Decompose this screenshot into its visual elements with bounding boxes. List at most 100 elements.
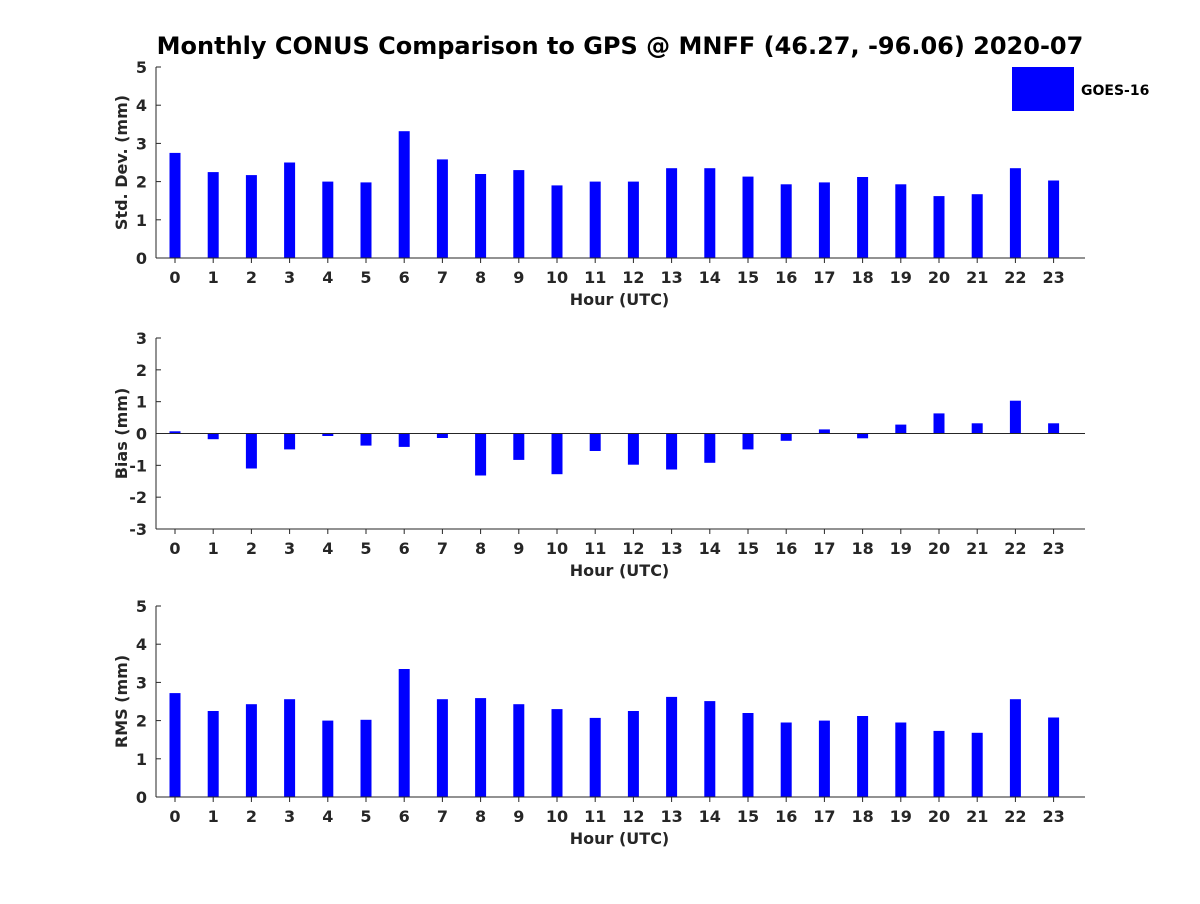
- bar-hour-11: [589, 181, 601, 258]
- y-tick-label: 3: [136, 673, 147, 692]
- bar-hour-17: [818, 720, 830, 797]
- x-tick-label: 4: [322, 539, 333, 558]
- x-tick-label: 14: [699, 539, 721, 558]
- bar-hour-23: [1048, 180, 1060, 258]
- bar-hour-21: [971, 423, 983, 434]
- bar-hour-8: [475, 174, 487, 258]
- x-tick-label: 13: [660, 268, 682, 287]
- bar-hour-5: [360, 182, 372, 258]
- y-tick-label: 4: [136, 96, 147, 115]
- x-tick-label: 4: [322, 268, 333, 287]
- bar-hour-6: [398, 433, 410, 447]
- bar-hour-13: [666, 433, 678, 470]
- legend-label: GOES-16: [1081, 83, 1149, 99]
- y-tick-label: 2: [136, 361, 147, 380]
- x-tick-label: 7: [437, 539, 448, 558]
- bar-hour-1: [207, 172, 219, 258]
- bar-hour-0: [169, 431, 181, 434]
- x-tick-label: 16: [775, 539, 797, 558]
- bar-hour-7: [436, 433, 448, 438]
- bar-hour-3: [284, 699, 296, 797]
- x-tick-label: 12: [622, 539, 644, 558]
- legend-swatch: [1012, 67, 1074, 111]
- y-axis-label: Std. Dev. (mm): [112, 95, 131, 230]
- x-tick-label: 4: [322, 807, 333, 826]
- x-tick-label: 14: [699, 268, 721, 287]
- bar-hour-19: [895, 184, 907, 258]
- y-tick-label: 0: [136, 788, 147, 807]
- x-tick-label: 1: [208, 268, 219, 287]
- bar-hour-13: [666, 168, 678, 258]
- x-axis-label: Hour (UTC): [570, 561, 670, 580]
- y-tick-label: 5: [136, 597, 147, 616]
- bar-hour-9: [513, 433, 525, 460]
- bar-hour-17: [818, 182, 830, 258]
- x-tick-label: 11: [584, 268, 606, 287]
- x-tick-label: 17: [813, 807, 835, 826]
- bar-hour-3: [284, 433, 296, 450]
- x-tick-label: 7: [437, 807, 448, 826]
- x-tick-label: 20: [928, 807, 950, 826]
- x-tick-label: 15: [737, 268, 759, 287]
- bar-hour-1: [207, 433, 219, 440]
- bar-hour-0: [169, 152, 181, 258]
- legend: GOES-16: [1012, 67, 1149, 111]
- x-tick-label: 18: [851, 539, 873, 558]
- bar-hour-13: [666, 696, 678, 797]
- x-tick-label: 0: [169, 807, 180, 826]
- y-tick-label: 3: [136, 134, 147, 153]
- bar-hour-6: [398, 131, 410, 258]
- y-tick-label: 1: [136, 211, 147, 230]
- bar-hour-22: [1009, 168, 1021, 258]
- x-tick-label: 8: [475, 539, 486, 558]
- x-tick-label: 5: [360, 268, 371, 287]
- bar-hour-17: [818, 429, 830, 434]
- x-tick-label: 11: [584, 539, 606, 558]
- x-tick-label: 6: [399, 268, 410, 287]
- bar-hour-10: [551, 709, 563, 797]
- x-tick-label: 3: [284, 539, 295, 558]
- bar-hour-15: [742, 713, 754, 797]
- x-tick-label: 23: [1042, 268, 1064, 287]
- bar-hour-5: [360, 719, 372, 797]
- x-tick-label: 2: [246, 268, 257, 287]
- x-tick-label: 23: [1042, 539, 1064, 558]
- x-tick-label: 1: [208, 807, 219, 826]
- bar-hour-15: [742, 433, 754, 450]
- bar-hour-4: [322, 720, 334, 797]
- x-tick-label: 18: [851, 268, 873, 287]
- x-tick-label: 22: [1004, 539, 1026, 558]
- bar-hour-5: [360, 433, 372, 446]
- bar-hour-16: [780, 722, 792, 797]
- y-tick-label: -3: [129, 520, 147, 539]
- x-tick-label: 16: [775, 268, 797, 287]
- bar-hour-14: [704, 701, 716, 797]
- x-tick-label: 8: [475, 807, 486, 826]
- bar-hour-8: [475, 433, 487, 476]
- x-tick-label: 19: [890, 539, 912, 558]
- x-tick-label: 0: [169, 539, 180, 558]
- bar-hour-1: [207, 711, 219, 797]
- x-tick-label: 12: [622, 268, 644, 287]
- x-tick-label: 10: [546, 539, 568, 558]
- bar-hour-15: [742, 176, 754, 258]
- x-tick-label: 5: [360, 807, 371, 826]
- x-tick-label: 22: [1004, 807, 1026, 826]
- bar-hour-2: [245, 704, 257, 797]
- x-tick-label: 1: [208, 539, 219, 558]
- bar-hour-3: [284, 162, 296, 258]
- x-tick-label: 20: [928, 268, 950, 287]
- chart-title: Monthly CONUS Comparison to GPS @ MNFF (…: [157, 32, 1084, 60]
- x-tick-label: 17: [813, 268, 835, 287]
- x-tick-label: 21: [966, 268, 988, 287]
- y-tick-label: 0: [136, 425, 147, 444]
- y-tick-label: 0: [136, 249, 147, 268]
- bar-hour-7: [436, 699, 448, 797]
- x-tick-label: 12: [622, 807, 644, 826]
- y-tick-label: -1: [129, 456, 147, 475]
- bar-hour-23: [1048, 717, 1060, 797]
- x-tick-label: 5: [360, 539, 371, 558]
